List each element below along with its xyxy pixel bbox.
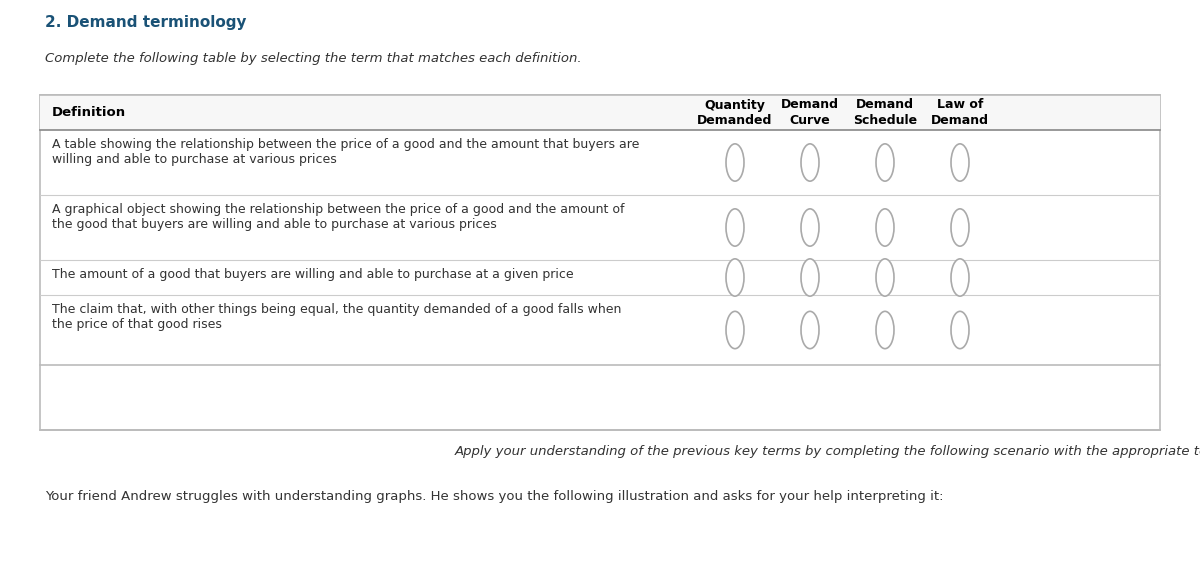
Text: Demand
Schedule: Demand Schedule (853, 98, 917, 126)
Text: Demand
Curve: Demand Curve (781, 98, 839, 126)
Ellipse shape (876, 144, 894, 181)
Ellipse shape (802, 312, 818, 349)
Text: Law of
Demand: Law of Demand (931, 98, 989, 126)
Text: Complete the following table by selecting the term that matches each definition.: Complete the following table by selectin… (46, 52, 582, 65)
Ellipse shape (802, 259, 818, 296)
Text: A table showing the relationship between the price of a good and the amount that: A table showing the relationship between… (52, 138, 640, 166)
Ellipse shape (876, 312, 894, 349)
Text: Apply your understanding of the previous key terms by completing the following s: Apply your understanding of the previous… (455, 445, 1200, 458)
Ellipse shape (802, 144, 818, 181)
Ellipse shape (802, 209, 818, 246)
Ellipse shape (876, 259, 894, 296)
Text: The claim that, with other things being equal, the quantity demanded of a good f: The claim that, with other things being … (52, 303, 622, 331)
Text: Quantity
Demanded: Quantity Demanded (697, 98, 773, 126)
Ellipse shape (952, 144, 970, 181)
Ellipse shape (952, 209, 970, 246)
Ellipse shape (876, 209, 894, 246)
Ellipse shape (952, 312, 970, 349)
Ellipse shape (726, 209, 744, 246)
Ellipse shape (726, 144, 744, 181)
Text: 2. Demand terminology: 2. Demand terminology (46, 15, 246, 30)
Ellipse shape (726, 312, 744, 349)
Ellipse shape (952, 259, 970, 296)
Text: A graphical object showing the relationship between the price of a good and the : A graphical object showing the relations… (52, 203, 624, 231)
Bar (40, 95, 1160, 130)
Ellipse shape (726, 259, 744, 296)
Text: The amount of a good that buyers are willing and able to purchase at a given pri: The amount of a good that buyers are wil… (52, 268, 574, 281)
Text: Definition: Definition (52, 106, 126, 119)
Bar (40, 95, 1160, 430)
Text: Your friend Andrew struggles with understanding graphs. He shows you the followi: Your friend Andrew struggles with unders… (46, 490, 943, 503)
